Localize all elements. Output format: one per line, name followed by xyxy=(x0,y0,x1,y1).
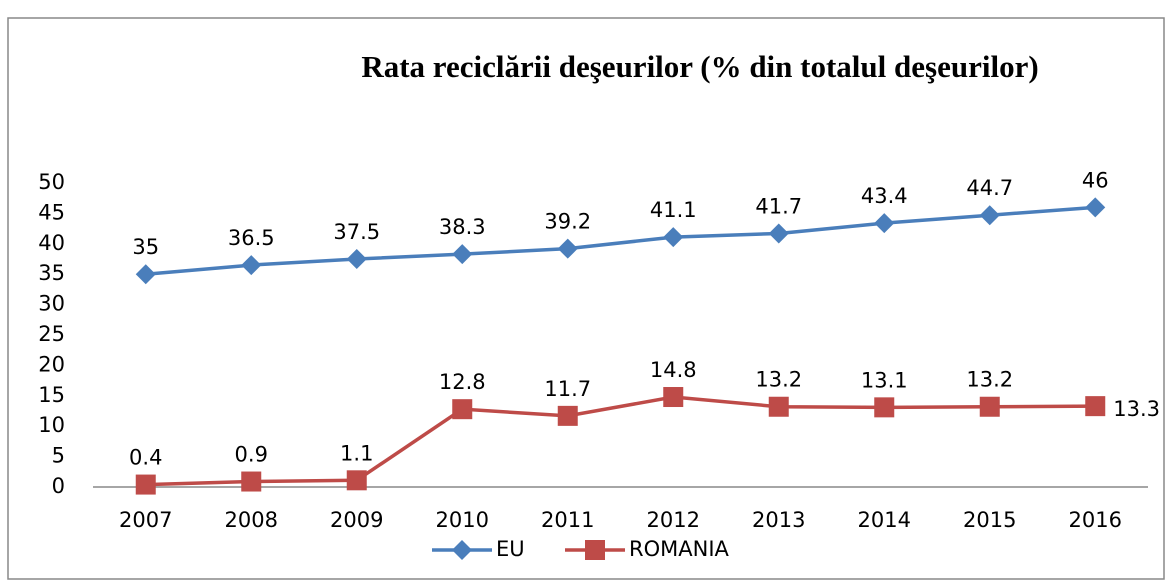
data-label: 41.7 xyxy=(755,194,802,218)
data-label: 37.5 xyxy=(333,220,380,244)
y-tick-label: 45 xyxy=(38,200,65,224)
x-tick-label: 2016 xyxy=(1069,508,1122,532)
point xyxy=(1085,396,1106,417)
data-label: 13.2 xyxy=(755,368,802,392)
point xyxy=(452,244,473,265)
point xyxy=(135,264,156,285)
point xyxy=(241,471,262,492)
x-tick-label: 2012 xyxy=(647,508,700,532)
y-tick-label: 0 xyxy=(52,474,65,498)
point xyxy=(241,255,262,276)
x-tick-label: 2013 xyxy=(752,508,805,532)
y-tick-label: 30 xyxy=(38,292,65,316)
point xyxy=(874,397,895,418)
line xyxy=(145,395,1096,487)
point xyxy=(452,399,473,420)
x-tick-label: 2008 xyxy=(225,508,278,532)
point xyxy=(1085,197,1106,218)
legend-label: ROMANIA xyxy=(629,537,730,561)
data-label: 39.2 xyxy=(544,210,591,234)
chart-border xyxy=(7,17,1165,580)
y-tick-label: 25 xyxy=(38,322,65,346)
x-tick-label: 2011 xyxy=(541,508,594,532)
data-label: 46 xyxy=(1082,168,1109,192)
y-tick-label: 50 xyxy=(38,170,65,194)
point xyxy=(663,227,684,248)
point xyxy=(979,396,1000,417)
data-label: 14.8 xyxy=(650,358,697,382)
data-label: 12.8 xyxy=(439,370,486,394)
data-label: 44.7 xyxy=(966,176,1013,200)
legend-label: EU xyxy=(496,537,525,561)
line xyxy=(145,205,1096,276)
y-tick-label: 20 xyxy=(38,352,65,376)
point xyxy=(768,396,789,417)
y-tick-label: 10 xyxy=(38,413,65,437)
data-label: 1.1 xyxy=(340,441,373,465)
data-label: 11.7 xyxy=(544,377,591,401)
data-label: 35 xyxy=(132,235,159,259)
data-label: 0.9 xyxy=(235,443,268,467)
point xyxy=(557,238,578,259)
y-tick-label: 15 xyxy=(38,383,65,407)
point xyxy=(346,470,367,491)
x-tick-label: 2007 xyxy=(119,508,172,532)
point xyxy=(874,213,895,234)
y-tick-label: 40 xyxy=(38,231,65,255)
data-label: 36.5 xyxy=(228,226,275,250)
data-label: 0.4 xyxy=(129,446,162,470)
x-tick-label: 2014 xyxy=(858,508,911,532)
point xyxy=(557,405,578,426)
point xyxy=(135,474,156,495)
point xyxy=(346,249,367,269)
legend-marker xyxy=(452,540,472,560)
y-tick-label: 35 xyxy=(38,261,65,285)
legend-marker xyxy=(585,540,605,560)
data-label: 43.4 xyxy=(861,184,908,208)
point xyxy=(663,387,684,408)
data-label: 38.3 xyxy=(439,215,486,239)
x-tick-label: 2015 xyxy=(963,508,1016,532)
point xyxy=(979,205,1000,226)
data-label: 13.3 xyxy=(1113,397,1160,421)
chart-title: Rata reciclării deşeurilor (% din totalu… xyxy=(361,49,1038,84)
data-label: 13.2 xyxy=(966,368,1013,392)
y-tick-label: 5 xyxy=(52,444,65,468)
point xyxy=(768,223,789,244)
data-label: 41.1 xyxy=(650,198,697,222)
x-tick-label: 2009 xyxy=(330,508,383,532)
data-label: 13.1 xyxy=(861,368,908,392)
x-tick-label: 2010 xyxy=(436,508,489,532)
